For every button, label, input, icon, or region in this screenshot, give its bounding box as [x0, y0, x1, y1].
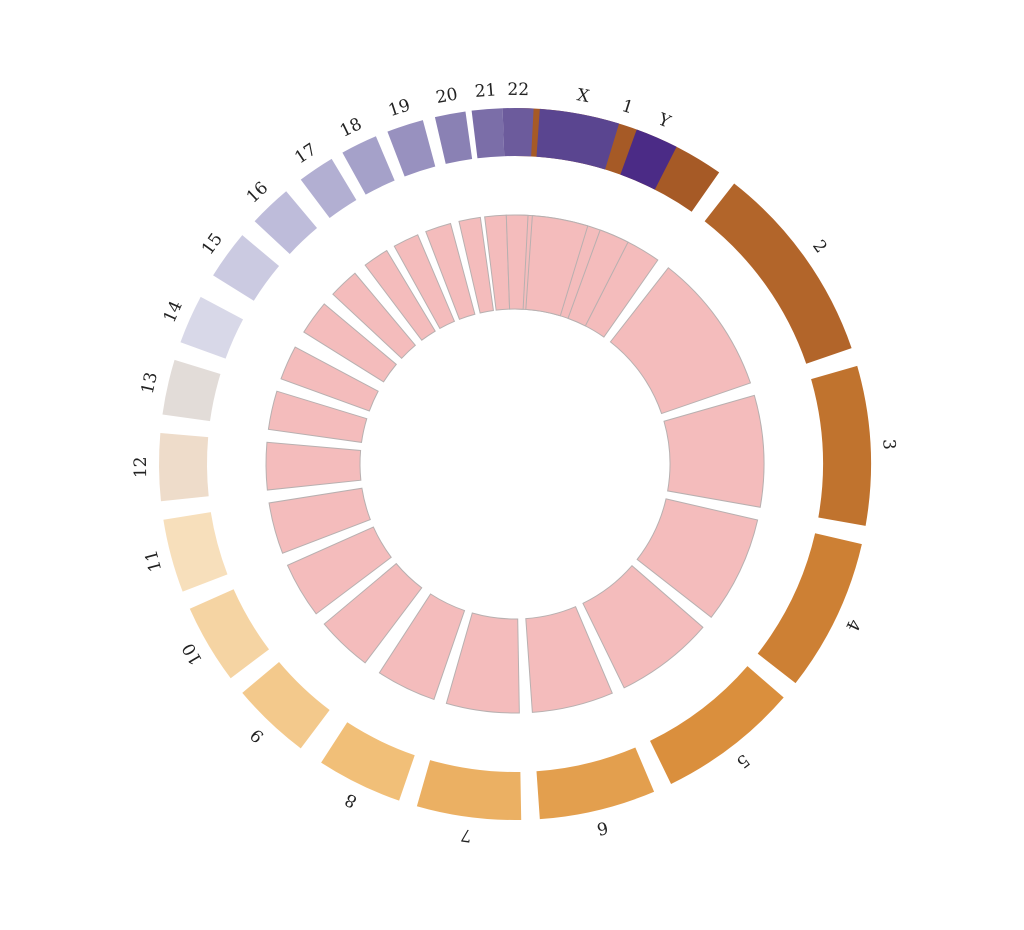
chromosome-label-8: 8 — [342, 789, 360, 812]
chromosome-label-y: Y — [654, 109, 674, 133]
inner-track — [265, 214, 765, 714]
inner-track-segment-14 — [280, 346, 379, 412]
inner-track-segment-5 — [582, 564, 704, 689]
chromosome-segment-19 — [387, 120, 436, 177]
inner-track-segment-22 — [505, 214, 529, 310]
chromosome-label-12: 12 — [131, 456, 151, 478]
chromosome-label-5: 5 — [732, 749, 753, 771]
chromosome-label-16: 16 — [243, 178, 272, 207]
chromosome-segment-4 — [757, 533, 862, 684]
chromosome-label-3: 3 — [878, 438, 899, 450]
chromosome-segment-2 — [704, 183, 852, 364]
chromosome-segment-13 — [162, 359, 221, 422]
inner-track-segment-15 — [303, 303, 397, 383]
chromosome-label-2: 2 — [808, 237, 831, 257]
chromosome-label-1: 1 — [619, 96, 635, 118]
chromosome-segment-11 — [163, 512, 228, 592]
chromosome-label-22: 22 — [507, 80, 529, 100]
chromosome-segment-14 — [180, 296, 244, 359]
chromosome-label-4: 4 — [841, 616, 864, 634]
chromosome-ring — [159, 107, 872, 820]
chromosome-segment-17 — [300, 158, 357, 219]
chromosome-segment-3 — [811, 365, 872, 526]
inner-track-segment-3 — [663, 394, 765, 508]
chromosome-segment-10 — [189, 589, 270, 679]
inner-track-segment-18 — [393, 234, 456, 330]
chromosome-segment-12 — [159, 432, 209, 502]
inner-track-segment-x — [525, 215, 589, 317]
chromosome-label-21: 21 — [474, 80, 497, 102]
chromosome-label-13: 13 — [138, 370, 162, 395]
chromosome-label-11: 11 — [141, 548, 166, 574]
chromosome-segment-8 — [321, 722, 415, 801]
inner-track-segment-7 — [445, 612, 520, 714]
chromosome-segment-15 — [213, 235, 280, 301]
chromosome-label-18: 18 — [337, 114, 365, 141]
chromosome-label-15: 15 — [198, 230, 227, 259]
inner-track-segment-9 — [323, 562, 423, 664]
chromosome-label-17: 17 — [291, 140, 320, 169]
chromosome-label-19: 19 — [386, 95, 413, 121]
inner-track-segment-13 — [267, 390, 368, 443]
inner-track-segment-4 — [636, 498, 759, 619]
chromosome-segment-21 — [471, 108, 505, 159]
chromosome-segment-18 — [342, 136, 395, 195]
chromosome-label-6: 6 — [595, 817, 610, 839]
chromosome-segment-7 — [416, 760, 522, 820]
chromosome-label-20: 20 — [434, 84, 459, 108]
inner-track-segment-2 — [609, 267, 752, 415]
chromosome-segment-y — [620, 129, 677, 190]
inner-track-segment-11 — [268, 487, 371, 554]
chromosome-segment-6 — [536, 747, 655, 820]
chromosome-label-14: 14 — [160, 298, 187, 326]
inner-track-segment-y — [567, 229, 629, 327]
inner-track-segment-16 — [332, 272, 417, 359]
chromosome-label-7: 7 — [460, 824, 473, 845]
inner-track-segment-12 — [265, 441, 362, 491]
inner-track-segment-10 — [286, 526, 392, 615]
inner-track-segment-6 — [525, 606, 613, 713]
inner-track-segment-17 — [364, 249, 436, 341]
chromosome-segment-20 — [434, 111, 473, 164]
chromosome-label-10: 10 — [179, 639, 207, 668]
inner-track-segment-20 — [458, 216, 494, 314]
chromosome-segment-16 — [254, 191, 318, 254]
inner-track-segment-8 — [378, 593, 466, 701]
inner-track-segment-19 — [425, 222, 476, 320]
chromosome-segment-x — [536, 108, 620, 170]
chromosome-segment-9 — [242, 661, 330, 749]
chromosome-segment-22 — [502, 107, 534, 157]
chromosome-label-x: X — [575, 85, 591, 107]
chromosome-label-9: 9 — [247, 724, 269, 746]
chromosome-segment-5 — [650, 666, 784, 784]
